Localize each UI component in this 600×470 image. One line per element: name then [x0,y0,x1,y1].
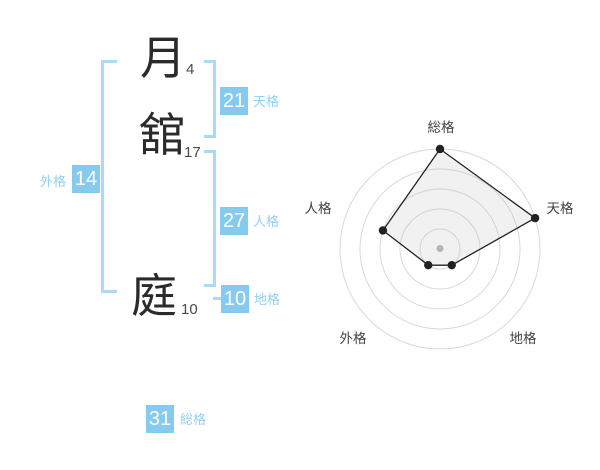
soukaku-value-badge: 31 [146,405,174,433]
tenkaku-value-badge: 21 [220,87,248,115]
radar-vertex-dot [530,213,540,223]
tenkaku-badge-label: 天格 [253,94,280,109]
stroke-count-2: 17 [184,144,201,161]
tenkaku-bracket [204,60,216,138]
radar-axis-label: 地格 [510,331,538,346]
jinkaku-bracket [204,150,216,287]
radar-axis-label: 人格 [305,201,332,216]
radar-axis-label: 天格 [547,201,575,216]
radar-polygon [382,148,537,266]
radar-center-dot [436,245,444,252]
jinkaku-value-badge: 27 [220,207,248,235]
name-character-1: 月 [140,32,186,84]
chikaku-connector-dash [213,297,223,300]
radar-vertex-dot [435,144,445,154]
grid-ring [379,188,501,310]
radar-axis-label: 外格 [340,331,367,346]
stroke-count-1: 4 [186,61,195,78]
grid-ring [419,228,461,270]
chikaku-value-badge: 10 [221,285,249,313]
jinkaku-badge-label: 人格 [253,214,280,229]
radar-vertex-dot [424,260,433,270]
gaikaku-bracket [101,60,117,293]
name-character-2: 舘 [139,109,185,161]
stroke-count-3: 10 [181,301,198,318]
soukaku-badge-label: 総格 [180,412,207,427]
gaikaku-badge-label: 外格 [40,174,67,189]
radar-vertex-dot [378,226,388,235]
chikaku-badge-label: 地格 [254,292,281,307]
name-character-3: 庭 [131,270,177,322]
gaikaku-value-badge: 14 [72,165,100,193]
radar-axis-label: 総格 [428,120,455,135]
grid-ring [359,168,521,330]
radar-vertex-dot [447,260,456,270]
